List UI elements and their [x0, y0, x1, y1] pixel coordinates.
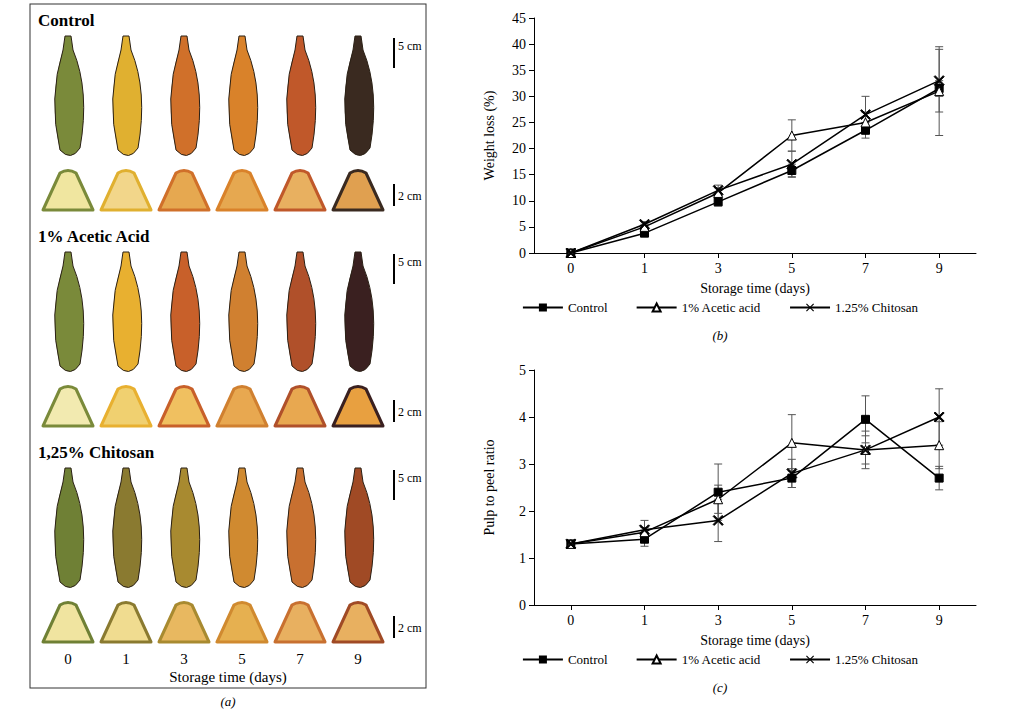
svg-text:1: 1	[122, 651, 130, 667]
svg-text:2 cm: 2 cm	[398, 189, 422, 203]
svg-text:3: 3	[715, 261, 722, 276]
svg-text:9: 9	[936, 613, 943, 628]
svg-text:5: 5	[238, 651, 246, 667]
svg-text:Weight loss (%): Weight loss (%)	[482, 90, 498, 180]
svg-text:30: 30	[512, 89, 526, 104]
svg-text:1: 1	[641, 613, 648, 628]
svg-text:0: 0	[519, 598, 526, 613]
svg-text:0: 0	[519, 246, 526, 261]
svg-text:10: 10	[512, 193, 526, 208]
svg-text:7: 7	[296, 651, 304, 667]
svg-text:3: 3	[715, 613, 722, 628]
svg-text:2: 2	[519, 504, 526, 519]
svg-text:7: 7	[862, 613, 869, 628]
svg-text:0: 0	[64, 651, 72, 667]
svg-text:3: 3	[519, 457, 526, 472]
svg-text:5: 5	[519, 219, 526, 234]
svg-text:2 cm: 2 cm	[398, 621, 422, 635]
svg-text:5: 5	[519, 363, 526, 378]
svg-text:9: 9	[936, 261, 943, 276]
svg-text:7: 7	[862, 261, 869, 276]
svg-text:(c): (c)	[713, 680, 727, 695]
svg-text:40: 40	[512, 37, 526, 52]
svg-text:(b): (b)	[712, 328, 727, 343]
svg-text:Control: Control	[568, 652, 608, 667]
svg-text:4: 4	[519, 410, 526, 425]
svg-text:1,25% Chitosan: 1,25% Chitosan	[38, 443, 155, 462]
svg-text:1% Acetic acid: 1% Acetic acid	[682, 300, 761, 315]
svg-text:2 cm: 2 cm	[398, 405, 422, 419]
svg-text:Control: Control	[568, 300, 608, 315]
svg-text:1: 1	[519, 551, 526, 566]
svg-text:35: 35	[512, 63, 526, 78]
svg-text:1: 1	[641, 261, 648, 276]
svg-text:5 cm: 5 cm	[398, 255, 422, 269]
svg-text:0: 0	[567, 613, 574, 628]
svg-text:0: 0	[567, 261, 574, 276]
svg-text:5 cm: 5 cm	[398, 471, 422, 485]
svg-text:Storage time (days): Storage time (days)	[700, 281, 810, 297]
svg-text:3: 3	[180, 651, 188, 667]
svg-text:1.25% Chitosan: 1.25% Chitosan	[835, 652, 919, 667]
svg-text:1% Acetic Acid: 1% Acetic Acid	[38, 227, 150, 246]
svg-text:(a): (a)	[220, 694, 235, 709]
svg-text:Pulp to peel ratio: Pulp to peel ratio	[482, 439, 497, 535]
svg-text:9: 9	[354, 651, 362, 667]
svg-text:5 cm: 5 cm	[398, 39, 422, 53]
svg-text:Storage time (days): Storage time (days)	[169, 669, 286, 686]
svg-text:15: 15	[512, 167, 526, 182]
svg-text:1.25% Chitosan: 1.25% Chitosan	[835, 300, 919, 315]
svg-text:5: 5	[788, 613, 795, 628]
svg-text:20: 20	[512, 141, 526, 156]
svg-text:1% Acetic acid: 1% Acetic acid	[682, 652, 761, 667]
svg-text:25: 25	[512, 115, 526, 130]
svg-text:Control: Control	[38, 11, 95, 30]
svg-text:45: 45	[512, 11, 526, 26]
svg-text:5: 5	[788, 261, 795, 276]
svg-text:Storage time (days): Storage time (days)	[700, 633, 810, 649]
